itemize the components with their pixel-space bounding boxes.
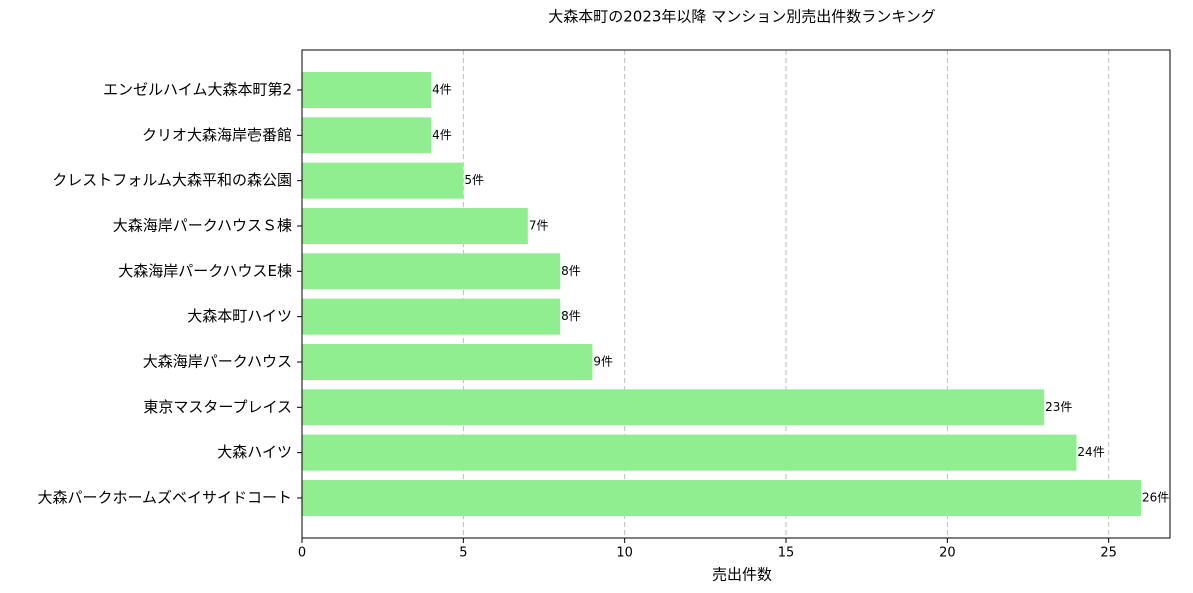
y-tick-label: エンゼルハイム大森本町第2 (103, 81, 292, 99)
x-tick-label: 20 (939, 546, 956, 561)
data-label: 8件 (561, 309, 581, 323)
data-label: 23件 (1045, 400, 1072, 414)
y-tick-label: 大森本町ハイツ (187, 307, 292, 325)
x-axis-label: 売出件数 (712, 566, 772, 584)
bar (302, 117, 432, 154)
bar (302, 343, 593, 380)
y-tick-label: クレストフォルム大森平和の森公園 (52, 171, 292, 189)
x-tick-label: 25 (1100, 546, 1117, 561)
y-tick-label: 大森海岸パークハウス (143, 352, 292, 370)
data-label: 7件 (529, 218, 549, 232)
data-label: 5件 (464, 173, 484, 187)
data-label: 9件 (593, 354, 613, 368)
bar (302, 253, 561, 290)
x-tick-label: 10 (616, 546, 633, 561)
x-tick-label: 0 (298, 546, 306, 561)
bar (302, 207, 528, 244)
plot-frame (301, 49, 1171, 539)
y-tick-label: 大森海岸パークハウスＳ棟 (113, 216, 292, 234)
data-label: 26件 (1142, 490, 1169, 504)
bar (302, 479, 1141, 516)
bar (302, 162, 464, 199)
bar (302, 72, 432, 108)
bar (302, 389, 1045, 426)
data-label: 4件 (432, 83, 452, 97)
data-label: 8件 (561, 264, 581, 278)
chart-title: 大森本町の2023年以降 マンション別売出件数ランキング (548, 8, 936, 26)
y-tick-label: 大森ハイツ (217, 443, 292, 461)
bar (302, 298, 561, 335)
y-tick-label: 大森パークホームズベイサイドコート (37, 488, 292, 506)
x-tick-label: 15 (778, 546, 795, 561)
y-tick-label: 大森海岸パークハウスE棟 (118, 262, 292, 280)
data-label: 4件 (432, 128, 452, 142)
data-label: 24件 (1077, 445, 1104, 459)
y-tick-label: 東京マスタープレイス (143, 398, 292, 416)
bar (302, 434, 1077, 471)
x-tick-label: 5 (459, 546, 467, 561)
y-tick-label: クリオ大森海岸壱番館 (142, 126, 292, 144)
